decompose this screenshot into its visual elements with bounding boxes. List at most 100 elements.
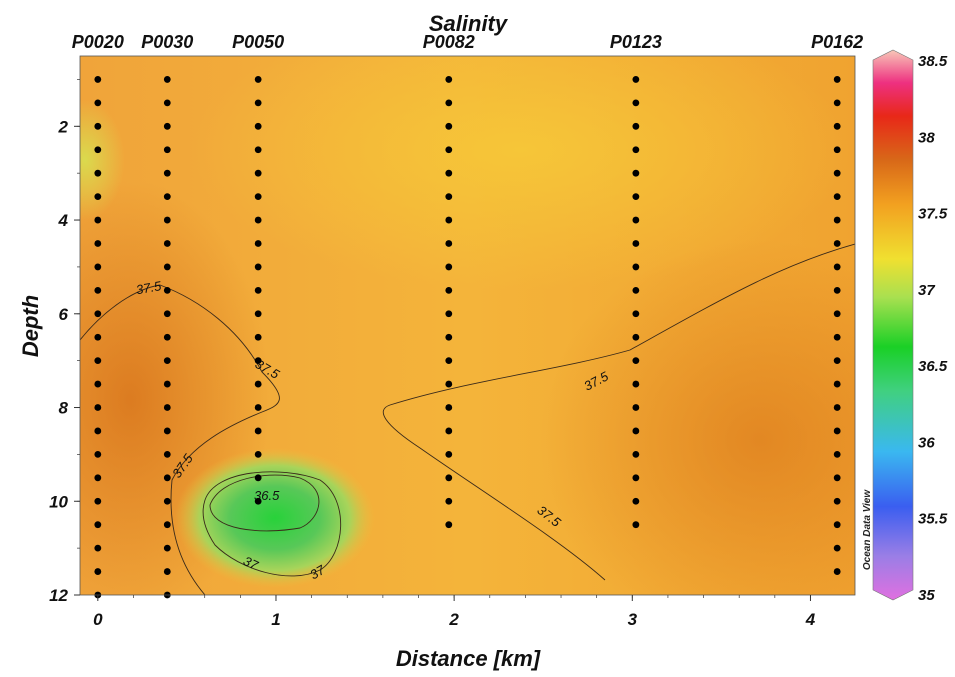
y-tick-label: 12 xyxy=(49,586,68,605)
sample-point xyxy=(632,76,640,83)
sample-point xyxy=(632,146,640,154)
sample-point xyxy=(833,122,841,130)
station-sample-points xyxy=(94,76,841,599)
colorbar-tick-label: 37.5 xyxy=(918,206,948,223)
sample-point xyxy=(632,286,640,294)
sample-point xyxy=(445,497,453,505)
sample-point xyxy=(94,169,102,177)
sample-point xyxy=(254,146,262,154)
sample-point xyxy=(632,310,640,318)
sample-point xyxy=(632,497,640,505)
sample-point xyxy=(833,333,841,341)
sample-point xyxy=(445,263,453,271)
sample-point xyxy=(254,474,262,482)
sample-point xyxy=(833,544,841,552)
sample-point xyxy=(632,122,640,130)
sample-point xyxy=(163,357,171,365)
colorbar-side-label: Ocean Data View xyxy=(862,489,873,570)
sample-point xyxy=(163,122,171,130)
sample-point xyxy=(445,169,453,177)
sample-point xyxy=(163,286,171,294)
sample-point xyxy=(163,427,171,435)
sample-point xyxy=(632,263,640,271)
sample-point xyxy=(254,286,262,294)
colorbar-ticks: 38.5 38 37.5 37 36.5 36 35.5 35 xyxy=(918,53,948,604)
sample-point xyxy=(163,380,171,388)
sample-point xyxy=(94,193,102,201)
sample-point xyxy=(632,404,640,411)
sample-point xyxy=(632,216,640,224)
sample-point xyxy=(94,474,102,482)
sample-point xyxy=(445,99,453,107)
contour-37.5-right xyxy=(382,243,855,581)
sample-point xyxy=(163,99,171,107)
sample-point xyxy=(632,474,640,482)
sample-point xyxy=(833,497,841,505)
sample-point xyxy=(445,427,453,435)
sample-point xyxy=(445,521,453,529)
sample-point xyxy=(94,310,102,318)
sample-point xyxy=(632,99,640,107)
sample-point xyxy=(163,216,171,224)
sample-point xyxy=(163,333,171,341)
sample-point xyxy=(94,122,102,130)
contour-lines xyxy=(80,243,855,595)
sample-point xyxy=(445,357,453,365)
sample-point xyxy=(833,240,841,247)
sample-point xyxy=(254,99,262,107)
station-label: P0050 xyxy=(232,32,284,52)
sample-point xyxy=(163,497,171,505)
sample-point xyxy=(94,76,102,83)
sample-point xyxy=(94,404,102,411)
sample-point xyxy=(445,333,453,341)
sample-point xyxy=(833,450,841,458)
sample-point xyxy=(445,216,453,224)
sample-point xyxy=(163,263,171,271)
sample-point xyxy=(254,310,262,318)
sample-point xyxy=(163,310,171,318)
sample-point xyxy=(254,169,262,177)
sample-point xyxy=(833,380,841,388)
sample-point xyxy=(445,310,453,318)
sample-point xyxy=(254,216,262,224)
sample-point xyxy=(163,450,171,458)
colorbar-tick-label: 36 xyxy=(918,434,935,451)
y-axis-title: Depth xyxy=(18,295,43,357)
sample-point xyxy=(163,568,171,575)
contour-label: 37.5 xyxy=(135,278,163,297)
sample-point xyxy=(833,357,841,365)
plot-frame xyxy=(79,55,856,596)
sample-point xyxy=(94,380,102,388)
chart-title: Salinity xyxy=(429,11,509,36)
sample-point xyxy=(254,193,262,201)
station-label: P0020 xyxy=(72,32,124,52)
y-tick-label: 10 xyxy=(49,492,68,511)
sample-point xyxy=(94,146,102,154)
sample-point xyxy=(94,99,102,107)
sample-point xyxy=(163,544,171,552)
contour-37.5-left xyxy=(80,284,280,595)
sample-point xyxy=(254,76,262,83)
sample-point xyxy=(833,427,841,435)
sample-point xyxy=(163,146,171,154)
sample-point xyxy=(833,146,841,154)
sample-point xyxy=(833,310,841,318)
sample-point xyxy=(445,380,453,388)
sample-point xyxy=(833,404,841,411)
sample-point xyxy=(632,357,640,365)
sample-point xyxy=(163,76,171,83)
sample-point xyxy=(445,193,453,201)
contour-36.5 xyxy=(209,474,320,532)
sample-point xyxy=(445,122,453,130)
sample-point xyxy=(632,193,640,201)
sample-point xyxy=(632,427,640,435)
sample-point xyxy=(445,404,453,411)
sample-point xyxy=(94,521,102,529)
y-axis: 2 4 6 8 10 12 xyxy=(49,79,80,605)
sample-point xyxy=(94,240,102,247)
sample-point xyxy=(94,216,102,224)
colorbar-tick-label: 38.5 xyxy=(918,53,948,70)
sample-point xyxy=(254,240,262,247)
sample-point xyxy=(632,521,640,529)
sample-point xyxy=(632,169,640,177)
